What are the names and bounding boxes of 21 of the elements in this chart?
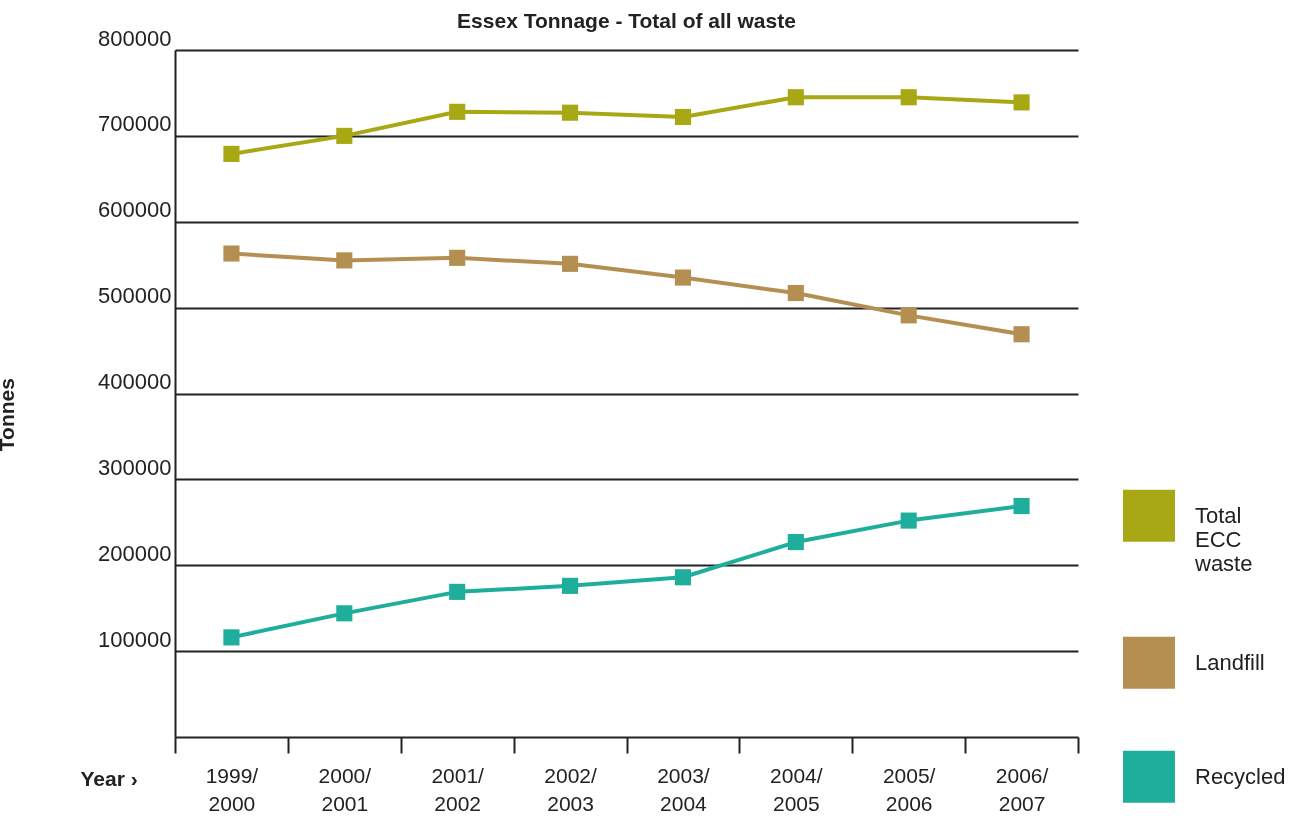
- y-tick-label: 400000: [98, 369, 172, 394]
- x-tick-label: 2002/2003: [544, 763, 597, 815]
- legend-label: Recycled: [1195, 763, 1286, 789]
- x-tick-label: 2000/2001: [318, 763, 372, 815]
- y-tick-label: 700000: [98, 111, 172, 137]
- y-tick-label: 800000: [98, 25, 172, 51]
- legend-label: Total ECC waste: [1194, 502, 1253, 576]
- y-tick-label: 200000: [98, 540, 172, 566]
- x-axis-title: Year ›: [80, 766, 138, 790]
- y-tick-label: 300000: [98, 454, 172, 480]
- x-tick-label: 1999/2000: [205, 763, 259, 815]
- y-tick-label: 600000: [98, 197, 172, 223]
- y-tick-label: 100000: [98, 626, 172, 652]
- y-tick-label: 500000: [98, 283, 172, 309]
- x-tick-label: 2004/2005: [770, 763, 823, 815]
- x-tick-label: 2003/2004: [657, 763, 710, 815]
- x-tick-label: 2006/2007: [995, 763, 1049, 815]
- legend-label: Landfill: [1195, 649, 1265, 675]
- x-tick-label: 2005/2006: [882, 763, 936, 815]
- x-tick-label: 2001/2002: [431, 763, 485, 815]
- chart-title: Essex Tonnage - Total of all waste: [457, 9, 796, 32]
